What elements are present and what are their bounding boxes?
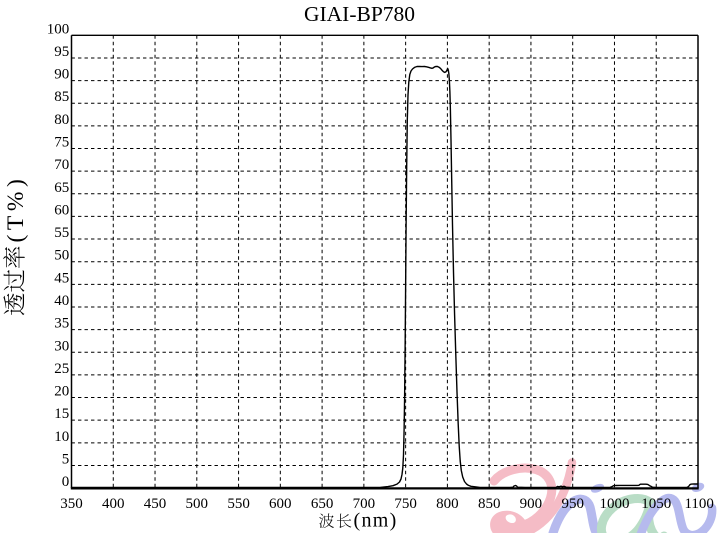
svg-text:70: 70 [54,157,69,173]
svg-text:60: 60 [54,202,69,218]
svg-text:20: 20 [54,384,69,400]
svg-text:1000: 1000 [600,496,630,512]
svg-text:400: 400 [102,496,125,512]
svg-text:900: 900 [520,496,543,512]
svg-text:600: 600 [269,496,292,512]
svg-text:30: 30 [54,338,69,354]
svg-text:95: 95 [54,44,69,60]
svg-text:800: 800 [436,496,459,512]
svg-text:500: 500 [186,496,209,512]
svg-text:GIAI-BP780: GIAI-BP780 [304,2,415,26]
svg-text:850: 850 [478,496,501,512]
svg-text:1050: 1050 [641,496,671,512]
svg-text:650: 650 [311,496,334,512]
svg-text:950: 950 [561,496,584,512]
svg-text:85: 85 [54,89,69,105]
svg-text:(nm): (nm) [354,509,398,531]
svg-text:55: 55 [54,225,69,241]
svg-text:80: 80 [54,112,69,128]
svg-text:35: 35 [54,316,69,332]
svg-text:450: 450 [144,496,167,512]
svg-text:(T%): (T%) [3,175,29,243]
svg-text:0: 0 [62,474,70,490]
svg-text:15: 15 [54,406,69,422]
svg-text:700: 700 [353,496,376,512]
svg-text:45: 45 [54,270,69,286]
svg-text:5: 5 [62,452,70,468]
svg-text:10: 10 [54,429,69,445]
svg-text:1100: 1100 [684,496,713,512]
svg-text:65: 65 [54,180,69,196]
svg-text:750: 750 [394,496,417,512]
svg-text:50: 50 [54,248,69,264]
svg-text:90: 90 [54,67,69,83]
svg-text:40: 40 [54,293,69,309]
svg-text:25: 25 [54,361,69,377]
svg-text:550: 550 [227,496,250,512]
svg-text:75: 75 [54,135,69,151]
svg-text:100: 100 [47,21,70,37]
svg-text:350: 350 [60,496,83,512]
